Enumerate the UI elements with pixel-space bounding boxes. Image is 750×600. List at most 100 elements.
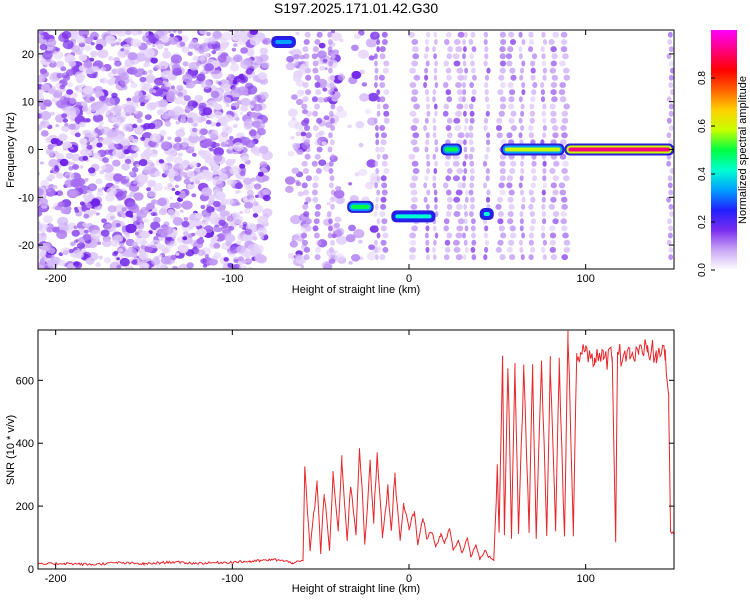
noise-speck — [376, 175, 381, 182]
noise-speck — [442, 82, 449, 88]
noise-speck — [95, 43, 103, 51]
noise-speck — [329, 160, 334, 167]
noise-speck — [470, 96, 476, 103]
noise-speck — [69, 189, 80, 198]
noise-speck — [521, 232, 526, 239]
noise-speck — [53, 51, 64, 60]
noise-speck — [486, 139, 491, 146]
noise-speck — [188, 134, 200, 144]
noise-speck — [351, 70, 362, 80]
noise-speck — [508, 96, 515, 103]
noise-speck — [425, 39, 429, 45]
noise-speck — [520, 254, 525, 261]
noise-speck — [434, 110, 438, 117]
noise-speck — [668, 82, 674, 88]
noise-speck — [314, 82, 321, 88]
noise-speck — [124, 58, 135, 67]
noise-speck — [521, 89, 526, 96]
noise-speck — [530, 182, 536, 189]
noise-speck — [96, 142, 103, 148]
noise-speck — [465, 132, 469, 139]
spectral-feature — [271, 35, 296, 48]
noise-speck — [452, 53, 460, 60]
noise-speck — [529, 117, 535, 124]
noise-speck — [232, 142, 244, 152]
noise-speck — [495, 125, 503, 131]
noise-speck — [548, 203, 555, 210]
noise-speck — [463, 125, 468, 131]
noise-speck — [560, 196, 568, 203]
noise-speck — [552, 211, 560, 217]
noise-speck — [446, 117, 453, 124]
noise-speck — [43, 99, 52, 107]
noise-speck — [173, 174, 182, 182]
noise-speck — [233, 43, 238, 47]
noise-speck — [509, 168, 516, 174]
noise-speck — [158, 60, 169, 70]
noise-speck — [38, 109, 42, 114]
noise-speck — [412, 168, 420, 174]
noise-speck — [183, 178, 191, 185]
noise-speck — [348, 182, 353, 186]
noise-speck — [152, 212, 158, 217]
noise-speck — [423, 53, 428, 60]
noise-speck — [552, 31, 559, 38]
noise-speck — [498, 225, 505, 232]
noise-speck — [288, 108, 298, 117]
noise-speck — [190, 181, 194, 185]
noise-speck — [179, 35, 189, 43]
noise-speck — [424, 67, 429, 74]
noise-speck — [154, 79, 163, 86]
noise-speck — [333, 222, 340, 228]
noise-speck — [432, 132, 437, 139]
noise-speck — [48, 88, 56, 95]
noise-speck — [116, 264, 122, 269]
noise-speck — [326, 201, 331, 206]
noise-speck — [170, 85, 175, 90]
noise-speck — [61, 30, 72, 39]
noise-speck — [240, 97, 251, 107]
noise-speck — [518, 132, 523, 139]
noise-speck — [375, 196, 380, 203]
noise-speck — [521, 82, 526, 88]
noise-speck — [217, 133, 229, 143]
noise-speck — [469, 175, 475, 182]
noise-speck — [314, 153, 321, 160]
noise-speck — [382, 246, 389, 253]
noise-speck — [381, 39, 388, 45]
noise-speck — [211, 50, 217, 55]
noise-speck — [39, 251, 46, 256]
noise-speck — [46, 136, 52, 142]
noise-speck — [434, 103, 438, 110]
noise-speck — [178, 192, 187, 199]
noise-speck — [328, 110, 334, 117]
noise-speck — [170, 214, 176, 220]
noise-speck — [179, 41, 186, 47]
noise-speck — [92, 113, 104, 123]
snr-x-label: Height of straight line (km) — [292, 583, 420, 595]
noise-speck — [359, 93, 370, 102]
noise-speck — [382, 67, 389, 74]
noise-speck — [334, 216, 342, 223]
colorbar-scale — [711, 30, 737, 270]
noise-speck — [46, 176, 52, 181]
noise-speck — [117, 38, 122, 42]
noise-speck — [301, 160, 308, 167]
noise-speck — [284, 176, 296, 185]
noise-speck — [669, 89, 674, 96]
noise-speck — [434, 39, 438, 45]
noise-speck — [470, 203, 475, 210]
noise-speck — [191, 152, 197, 157]
noise-speck — [471, 89, 477, 96]
noise-speck — [61, 113, 68, 119]
noise-speck — [196, 73, 206, 82]
noise-speck — [59, 158, 69, 167]
noise-speck — [462, 60, 467, 67]
noise-speck — [446, 96, 453, 103]
noise-speck — [165, 91, 175, 99]
noise-speck — [314, 139, 321, 146]
noise-speck — [224, 233, 236, 243]
noise-speck — [60, 66, 67, 72]
noise-speck — [463, 46, 467, 53]
